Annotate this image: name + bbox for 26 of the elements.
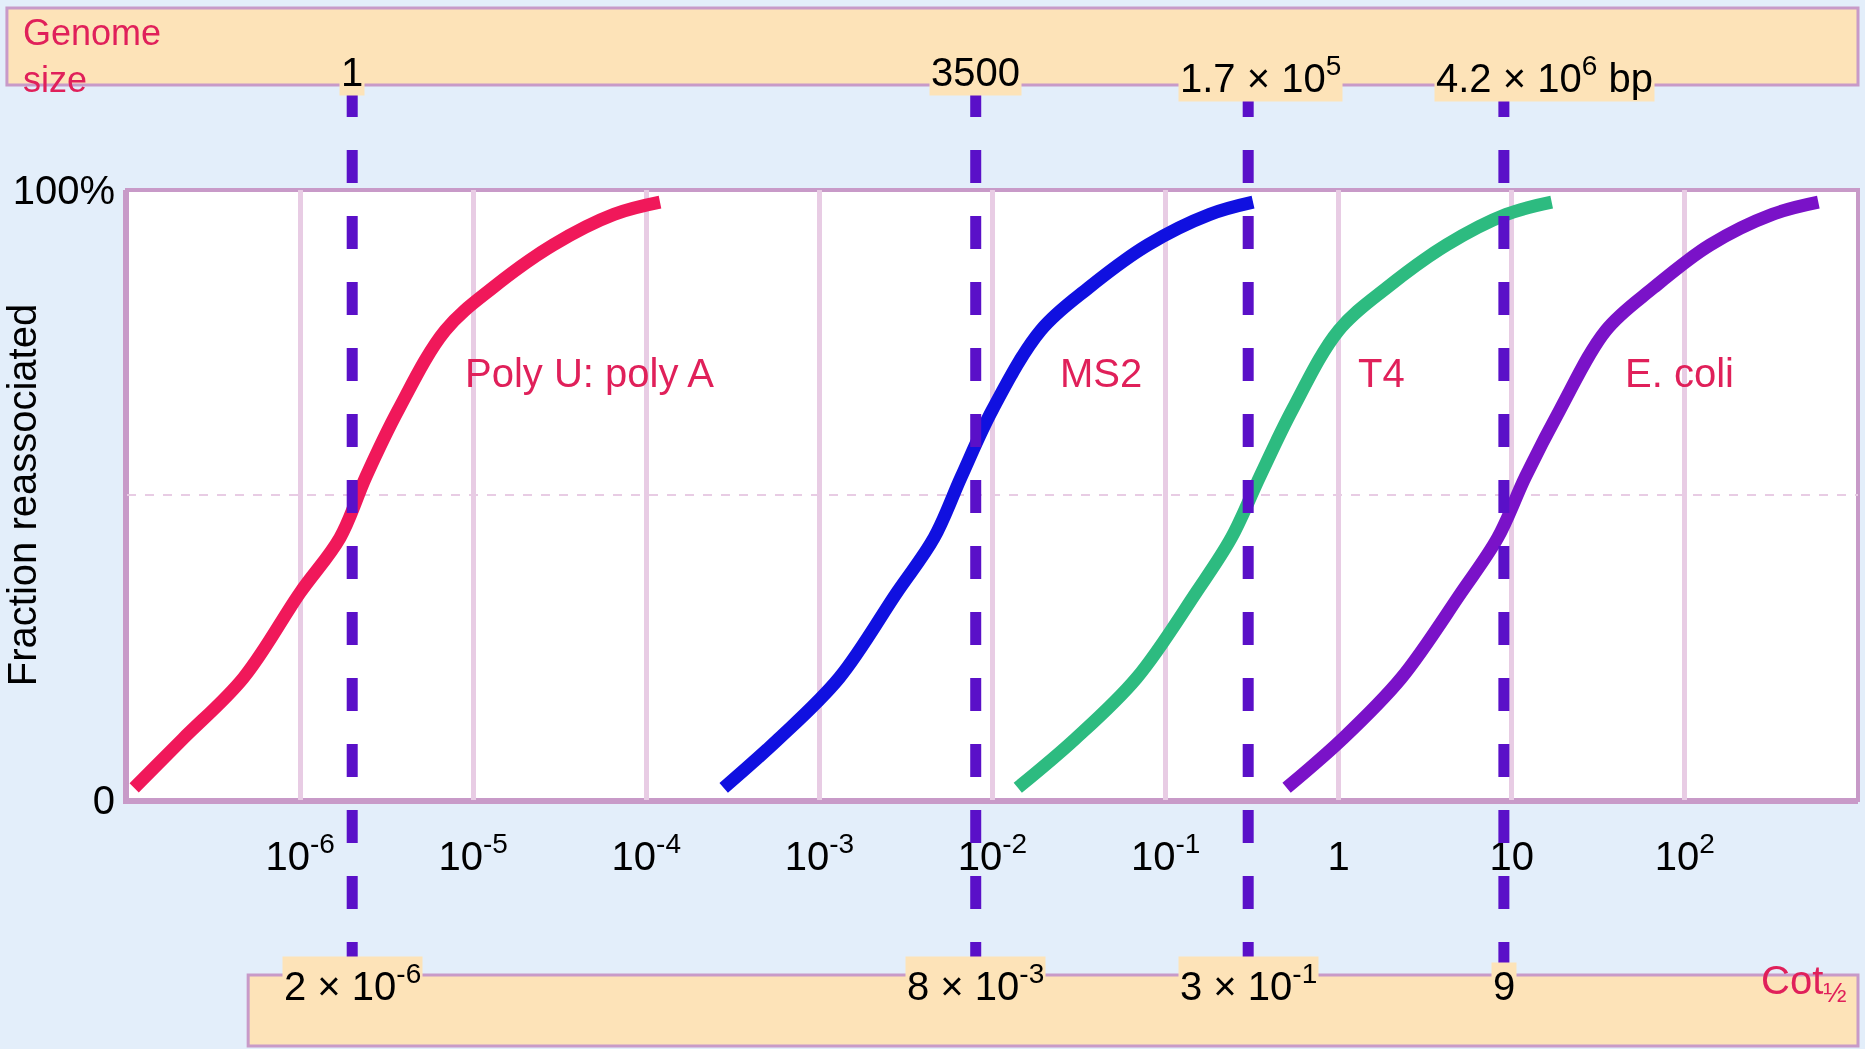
text: Cot$_{½}$: [1761, 958, 1847, 1009]
x-tick-label: 10$^{-5}$: [438, 828, 508, 878]
text: 1: [341, 50, 364, 94]
series-label: Poly U: poly A: [465, 351, 715, 395]
x-tick-label: 10: [1489, 834, 1535, 878]
series-label: T4: [1358, 351, 1405, 395]
ref-line-label: 3 × 10$^{-1}$: [1180, 958, 1318, 1008]
x-tick-label: 10$^{-1}$: [1130, 828, 1201, 878]
text: 4.2 × 10$^{6}$ bp: [1436, 50, 1653, 100]
x-tick-label: 1: [1327, 834, 1350, 878]
x-tick-label: 10$^{-3}$: [784, 828, 855, 878]
x-tick-label: 10$^{2}$: [1654, 828, 1715, 878]
text: 1.7 × 10$^{5}$: [1180, 50, 1342, 100]
x-tick-label: 10$^{-6}$: [265, 828, 335, 878]
y-tick-label: 0: [92, 778, 115, 822]
text: Genome size: [23, 12, 162, 100]
ref-line-label: 8 × 10$^{-3}$: [907, 958, 1045, 1008]
y-axis-title: Fraction reassociated: [0, 303, 44, 687]
series-label: E. coli: [1625, 351, 1734, 395]
y-tick-label: 100%: [12, 168, 115, 212]
text: 3500: [931, 50, 1020, 94]
x-tick-label: 10$^{-2}$: [957, 828, 1028, 878]
x-tick-label: 10$^{-4}$: [611, 828, 681, 878]
series-label: MS2: [1060, 351, 1143, 395]
ref-line-label: 9: [1493, 964, 1516, 1008]
ref-line-label: 2 × 10$^{-6}$: [284, 958, 422, 1008]
